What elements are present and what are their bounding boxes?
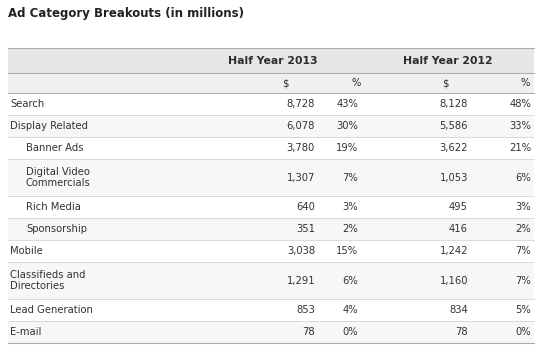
- Text: 30%: 30%: [336, 121, 358, 131]
- Text: 43%: 43%: [336, 99, 358, 109]
- Text: Digital Video
Commercials: Digital Video Commercials: [26, 167, 91, 188]
- Text: %: %: [351, 78, 360, 88]
- Text: 6,078: 6,078: [287, 121, 315, 131]
- Bar: [8, 115, 534, 137]
- Bar: [8, 48, 534, 73]
- Text: Display Related: Display Related: [10, 121, 88, 131]
- Text: 3%: 3%: [343, 202, 358, 212]
- Bar: [8, 196, 534, 218]
- Text: Rich Media: Rich Media: [26, 202, 81, 212]
- Text: 7%: 7%: [342, 172, 358, 183]
- Text: 78: 78: [455, 327, 468, 337]
- Text: 21%: 21%: [509, 143, 531, 153]
- Text: 3,622: 3,622: [440, 143, 468, 153]
- Text: Sponsorship: Sponsorship: [26, 224, 87, 234]
- Text: 0%: 0%: [343, 327, 358, 337]
- Text: $: $: [282, 78, 288, 88]
- Text: E-mail: E-mail: [10, 327, 41, 337]
- Text: 2%: 2%: [515, 224, 531, 234]
- Text: 6%: 6%: [515, 172, 531, 183]
- Text: 853: 853: [296, 305, 315, 315]
- Text: 834: 834: [449, 305, 468, 315]
- Text: 8,128: 8,128: [440, 99, 468, 109]
- Text: 3%: 3%: [515, 202, 531, 212]
- Text: $: $: [442, 78, 448, 88]
- Text: 7%: 7%: [515, 276, 531, 286]
- Text: 1,242: 1,242: [440, 246, 468, 256]
- Bar: [8, 299, 534, 321]
- Text: 640: 640: [296, 202, 315, 212]
- Text: Ad Category Breakouts (in millions): Ad Category Breakouts (in millions): [8, 7, 244, 20]
- Text: Half Year 2013: Half Year 2013: [228, 56, 317, 65]
- Text: 1,291: 1,291: [286, 276, 315, 286]
- Text: 5,586: 5,586: [440, 121, 468, 131]
- Text: 2%: 2%: [342, 224, 358, 234]
- Text: %: %: [520, 78, 530, 88]
- Text: 1,160: 1,160: [440, 276, 468, 286]
- Text: 3,038: 3,038: [287, 246, 315, 256]
- Text: 48%: 48%: [509, 99, 531, 109]
- Text: 495: 495: [449, 202, 468, 212]
- Text: 7%: 7%: [515, 246, 531, 256]
- Text: 15%: 15%: [336, 246, 358, 256]
- Bar: [8, 137, 534, 159]
- Text: Banner Ads: Banner Ads: [26, 143, 83, 153]
- Text: 1,307: 1,307: [287, 172, 315, 183]
- Bar: [8, 218, 534, 240]
- Text: 5%: 5%: [515, 305, 531, 315]
- Text: Classifieds and
Directories: Classifieds and Directories: [10, 270, 86, 291]
- Bar: [8, 93, 534, 115]
- Text: 3,780: 3,780: [287, 143, 315, 153]
- Text: Search: Search: [10, 99, 44, 109]
- Text: Half Year 2012: Half Year 2012: [403, 56, 492, 65]
- Text: Mobile: Mobile: [10, 246, 43, 256]
- Text: Lead Generation: Lead Generation: [10, 305, 93, 315]
- Text: 4%: 4%: [343, 305, 358, 315]
- Text: 33%: 33%: [509, 121, 531, 131]
- Text: 1,053: 1,053: [440, 172, 468, 183]
- Text: 0%: 0%: [515, 327, 531, 337]
- Bar: [8, 73, 534, 93]
- Text: 416: 416: [449, 224, 468, 234]
- Bar: [8, 321, 534, 343]
- Text: 8,728: 8,728: [287, 99, 315, 109]
- Bar: [8, 262, 534, 299]
- Bar: [8, 240, 534, 262]
- Text: 78: 78: [302, 327, 315, 337]
- Text: 351: 351: [296, 224, 315, 234]
- Text: 6%: 6%: [342, 276, 358, 286]
- Text: 19%: 19%: [336, 143, 358, 153]
- Bar: [8, 159, 534, 196]
